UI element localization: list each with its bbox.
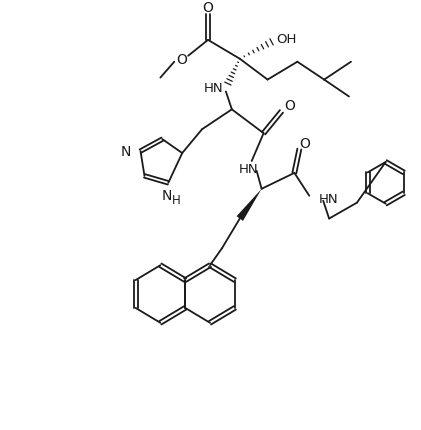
Text: O: O <box>176 52 187 67</box>
Text: HN: HN <box>204 82 224 95</box>
Text: O: O <box>203 1 213 15</box>
Text: HN: HN <box>319 193 339 206</box>
Text: HN: HN <box>239 163 258 176</box>
Text: OH: OH <box>276 33 297 46</box>
Text: N: N <box>120 145 131 159</box>
Text: O: O <box>299 137 310 151</box>
Text: O: O <box>284 99 295 113</box>
Text: H: H <box>172 194 181 207</box>
Polygon shape <box>237 189 261 221</box>
Text: N: N <box>161 188 171 202</box>
